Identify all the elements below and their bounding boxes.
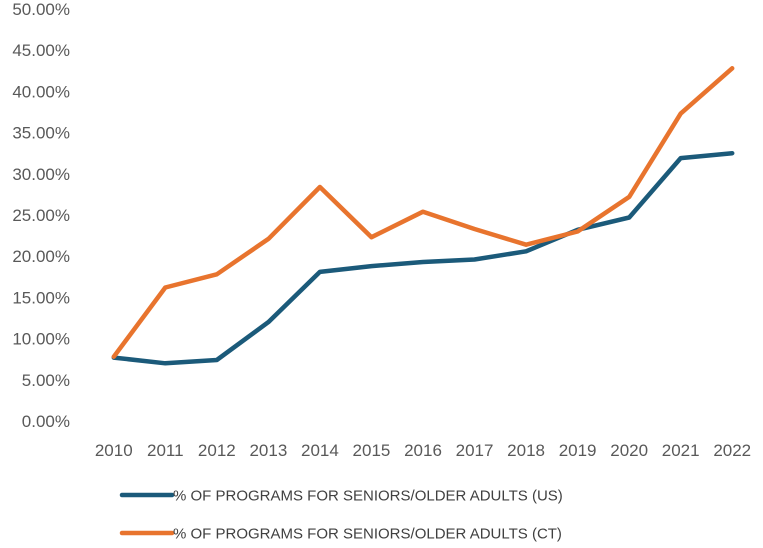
y-tick-label: 15.00% [12, 288, 70, 307]
x-tick-label: 2016 [404, 441, 442, 460]
legend-label: % OF PROGRAMS FOR SENIORS/OLDER ADULTS (… [173, 526, 562, 543]
y-tick-label: 20.00% [12, 247, 70, 266]
x-tick-label: 2019 [559, 441, 597, 460]
x-tick-label: 2013 [249, 441, 287, 460]
x-tick-label: 2022 [713, 441, 751, 460]
y-tick-label: 40.00% [12, 82, 70, 101]
x-tick-label: 2011 [147, 441, 184, 460]
series-layer [111, 66, 735, 366]
y-tick-label: 10.00% [12, 330, 70, 349]
y-tick-label: 45.00% [12, 41, 70, 60]
y-axis: 0.00% 5.00% 10.00% 15.00% 20.00% 25.00% 30.00%… [12, 0, 70, 431]
x-tick-label: 2017 [456, 441, 494, 460]
x-tick-label: 2014 [301, 441, 339, 460]
x-tick-label: 2020 [610, 441, 648, 460]
y-tick-label: 5.00% [22, 371, 70, 390]
y-tick-label: 50.00% [12, 0, 70, 19]
y-tick-label: 25.00% [12, 206, 70, 225]
x-tick-label: 2012 [198, 441, 236, 460]
x-axis: 2010 2011 2012 2013 2014 2015 2016 2017 2018 2019… [95, 441, 751, 460]
x-tick-label: 2018 [507, 441, 545, 460]
series-line-us [111, 150, 735, 366]
x-tick-label: 2021 [662, 441, 700, 460]
legend: % OF PROGRAMS FOR SENIORS/OLDER ADULTS (… [119, 488, 563, 543]
x-tick-label: 2010 [95, 441, 133, 460]
legend-label: % OF PROGRAMS FOR SENIORS/OLDER ADULTS (… [173, 488, 563, 505]
x-tick-label: 2015 [353, 441, 391, 460]
y-tick-label: 35.00% [12, 124, 70, 143]
series-line-ct [111, 66, 735, 359]
y-tick-label: 30.00% [12, 165, 70, 184]
y-tick-label: 0.00% [22, 412, 70, 431]
